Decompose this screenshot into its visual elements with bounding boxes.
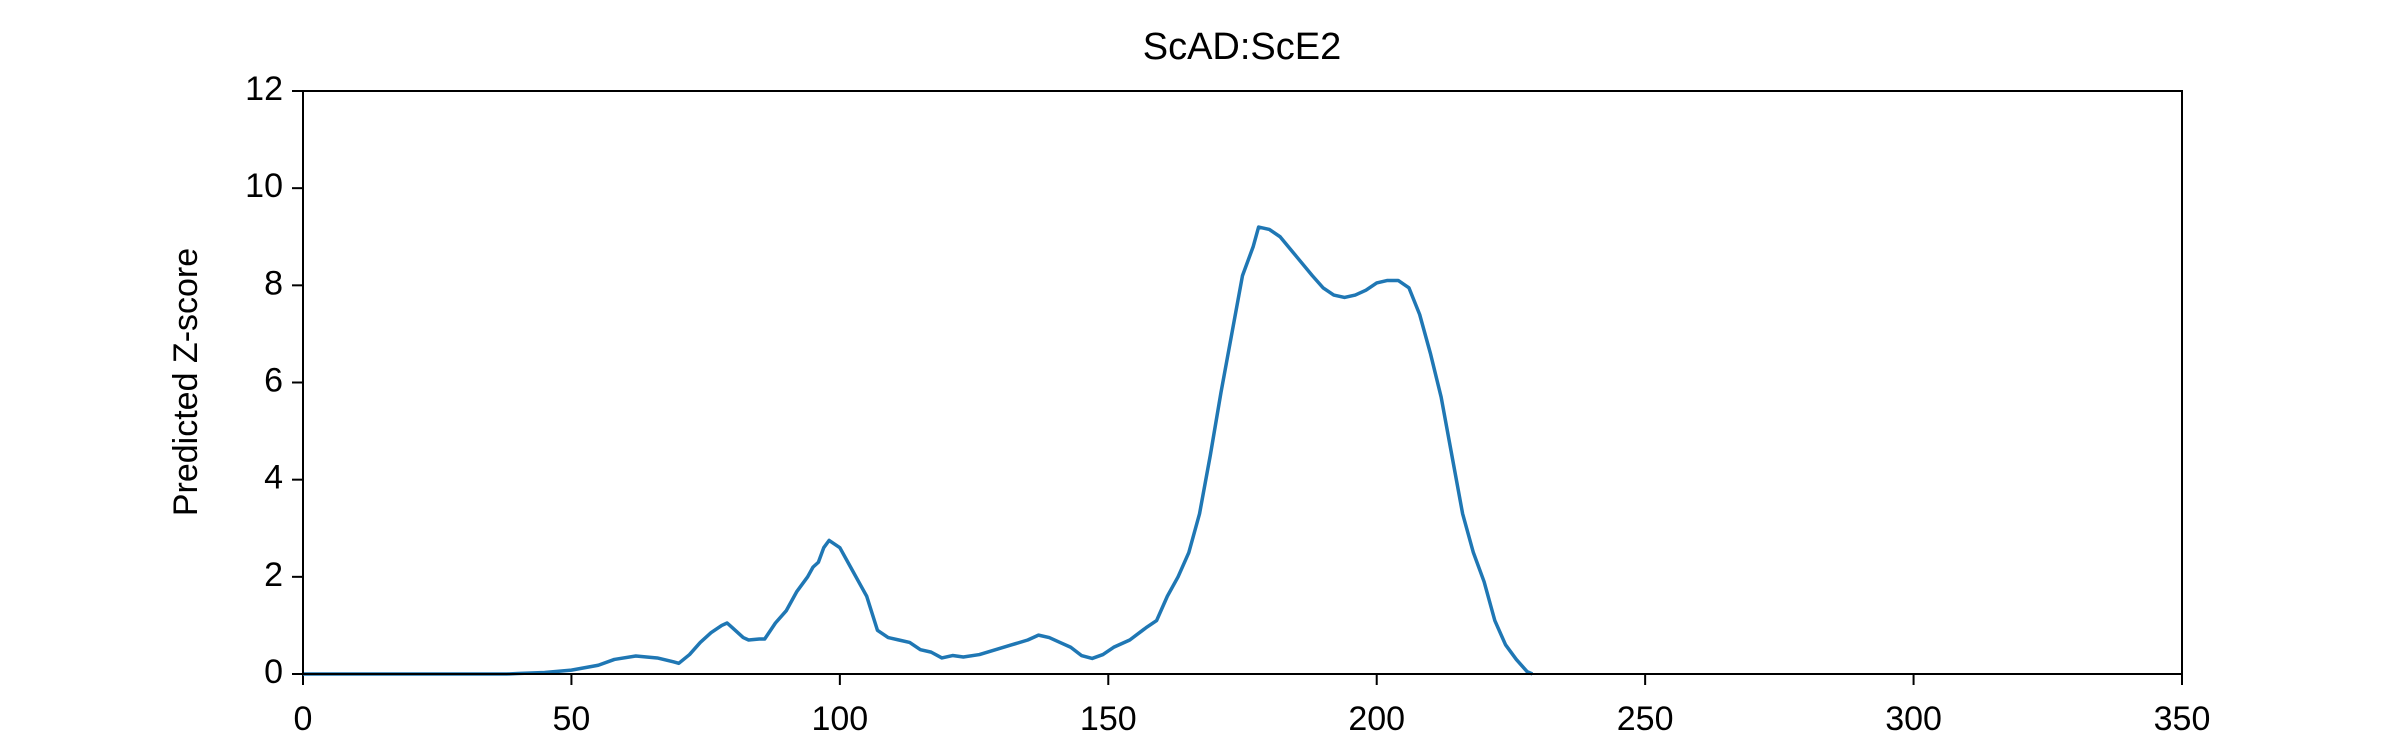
y-tick-label: 0 — [264, 653, 283, 691]
y-tick-label: 4 — [264, 459, 283, 497]
x-tick-label: 250 — [1617, 700, 1674, 738]
plot-frame — [302, 90, 2183, 675]
x-tick-label: 300 — [1885, 700, 1942, 738]
x-tick-label: 200 — [1348, 700, 1405, 738]
y-tick-label: 8 — [264, 264, 283, 302]
x-tick-label: 0 — [294, 700, 313, 738]
y-axis-label: Predicted Z-score — [167, 248, 205, 516]
x-tick-label: 100 — [811, 700, 868, 738]
data-line — [303, 225, 1534, 676]
chart-title: ScAD:ScE2 — [1143, 26, 1342, 68]
x-tick-label: 50 — [553, 700, 591, 738]
x-tick-label: 150 — [1080, 700, 1137, 738]
y-tick-label: 6 — [264, 361, 283, 399]
y-tick-label: 10 — [245, 167, 283, 205]
y-tick-label: 12 — [245, 70, 283, 108]
y-tick-label: 2 — [264, 556, 283, 594]
x-tick-label: 350 — [2154, 700, 2211, 738]
